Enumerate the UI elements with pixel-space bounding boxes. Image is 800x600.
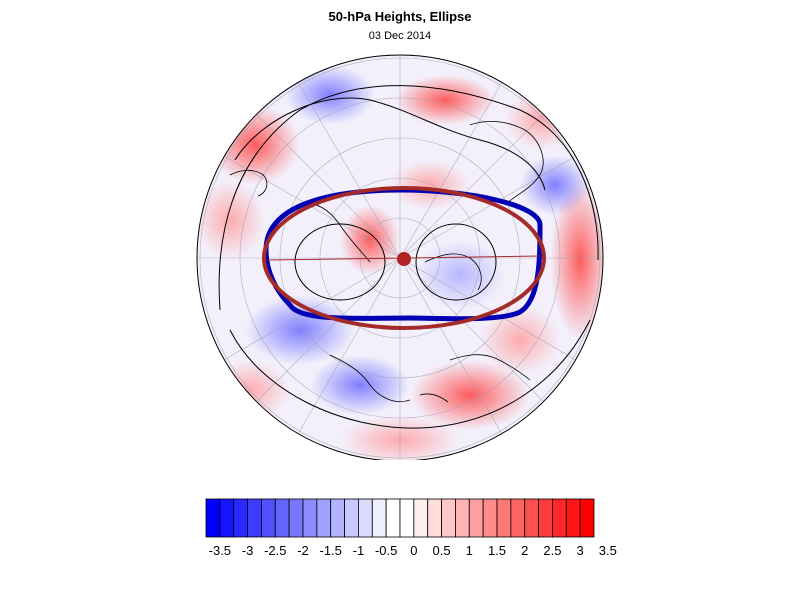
coastlines (229, 120, 544, 403)
colorbar-swatch (358, 498, 373, 538)
colorbar-tick-label: -0.5 (374, 543, 398, 558)
colorbar-swatch (219, 498, 235, 538)
colorbar-swatch (552, 498, 567, 538)
colorbar-swatch (274, 498, 290, 538)
colorbar-swatch (302, 498, 318, 538)
colorbar-tick-label: -1 (352, 543, 365, 558)
colorbar-tick-label: 1.5 (487, 543, 507, 558)
colorbar-swatch (261, 498, 276, 538)
colorbar-swatch (468, 498, 484, 538)
colorbar-tick-label: -3 (241, 543, 254, 558)
colorbar-swatch (524, 498, 539, 538)
colorbar-tick-label: 2.5 (543, 543, 562, 558)
colorbar-swatch (247, 498, 262, 538)
colorbar-swatch (427, 498, 442, 538)
colorbar-swatch (344, 498, 359, 538)
colorbar-swatch (441, 498, 456, 538)
colorbar-swatch (510, 498, 526, 538)
polar-map (196, 54, 604, 460)
colorbar-tick-label: -2.5 (264, 543, 287, 558)
colorbar-tick-label: 3.5 (598, 543, 617, 558)
colorbar-swatch (385, 498, 401, 538)
colorbar-tick-label: 2 (521, 543, 529, 558)
height-contours (218, 85, 599, 429)
colorbar-swatch (482, 498, 498, 538)
colorbar-tick-label: -3.5 (208, 543, 232, 558)
colorbar-tick-label: 0.5 (432, 543, 451, 558)
globe-outline (196, 54, 604, 460)
colorbar-swatch (233, 498, 248, 538)
colorbar-swatch (330, 498, 345, 538)
colorbar (205, 498, 595, 538)
colorbar-tick-label: -2 (297, 543, 309, 558)
map-date: 03 Dec 2014 (368, 30, 432, 42)
colorbar-tick-label: 1 (465, 543, 473, 558)
colorbar-swatch (413, 498, 429, 538)
colorbar-swatch (455, 498, 470, 538)
colorbar-tick-label: 3 (576, 543, 584, 558)
colorbar-swatch (316, 498, 332, 538)
colorbar-swatch (205, 498, 221, 538)
colorbar-swatch (565, 498, 581, 538)
colorbar-swatch (371, 498, 387, 538)
ellipse-center-marker (397, 252, 411, 266)
colorbar-swatch (496, 498, 512, 538)
colorbar-swatch (399, 498, 415, 538)
colorbar-tick-label: 0 (410, 543, 418, 558)
colorbar-swatch (538, 498, 553, 538)
map-title: 50-hPa Heights, Ellipse (328, 9, 472, 24)
colorbar-swatch (579, 498, 595, 538)
colorbar-tick-label: -1.5 (319, 543, 342, 558)
colorbar-swatch (288, 498, 304, 538)
fitted-ellipse (262, 186, 546, 330)
ellipse-overlay (262, 186, 546, 330)
